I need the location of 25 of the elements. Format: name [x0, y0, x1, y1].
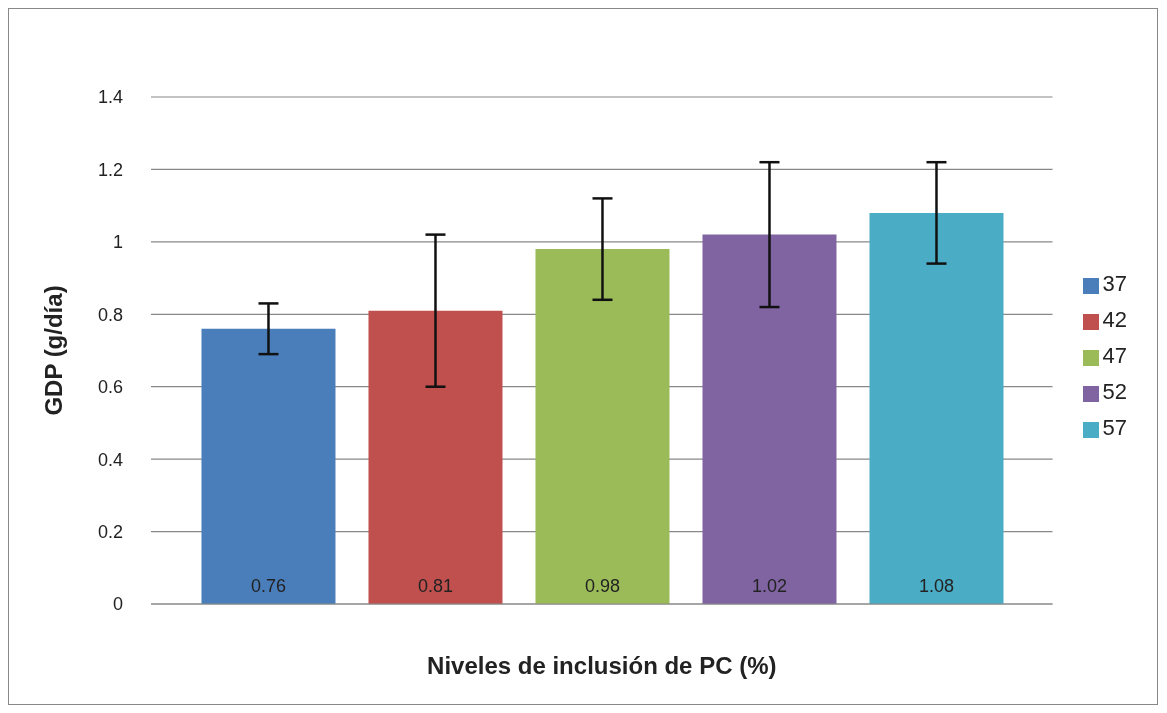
- y-axis-title: GDP (g/día): [39, 285, 67, 416]
- y-tick-label: 1: [112, 232, 123, 253]
- bar: [535, 249, 670, 604]
- bar: [368, 310, 503, 604]
- legend-label: 47: [1102, 342, 1127, 368]
- data-label: 0.98: [584, 576, 621, 596]
- bar: [201, 328, 336, 604]
- legend-label: 57: [1102, 414, 1127, 440]
- y-tick-label: 0: [112, 594, 123, 615]
- y-tick-label: 0.6: [97, 377, 123, 398]
- data-label: 0.81: [417, 576, 454, 596]
- y-tick-label: 0.2: [97, 521, 123, 542]
- y-tick-label: 1.4: [97, 87, 123, 108]
- x-axis-title: Niveles de inclusión de PC (%): [427, 652, 777, 679]
- y-tick-label: 1.2: [97, 159, 123, 180]
- bar: [869, 212, 1004, 604]
- data-label: 0.76: [250, 576, 287, 596]
- y-tick-label: 0.8: [97, 304, 123, 325]
- bar: [702, 234, 837, 604]
- legend-label: 52: [1102, 378, 1127, 404]
- legend-label: 37: [1102, 270, 1127, 296]
- y-tick-label: 0.4: [97, 449, 123, 470]
- data-label: 1.08: [918, 576, 955, 596]
- legend-label: 42: [1102, 306, 1127, 332]
- data-label: 1.02: [751, 576, 788, 596]
